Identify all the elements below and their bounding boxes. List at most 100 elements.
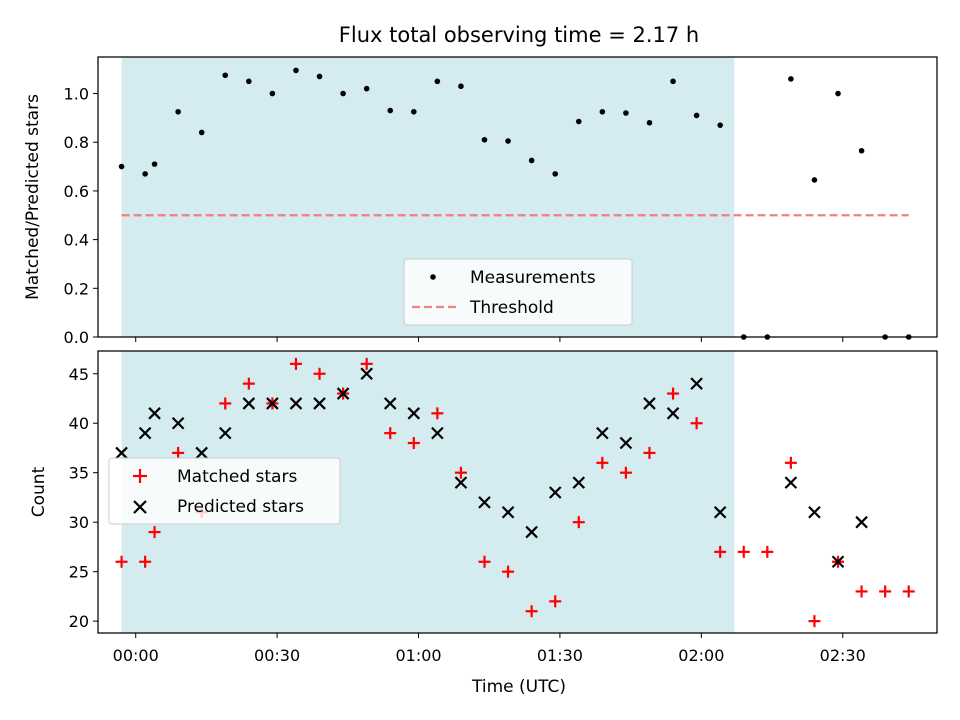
- matched-stars-point: [139, 555, 152, 568]
- matched-stars-point: [431, 407, 444, 420]
- bot-ytick-label: 25: [69, 563, 89, 582]
- top-plot-area: [118, 67, 912, 340]
- measurements-point: [858, 147, 865, 154]
- predicted-stars-point: [289, 397, 303, 410]
- predicted-stars-point: [784, 476, 798, 489]
- top-y-ticks: 0.0 0.2 0.4 0.6 0.8 1.0: [64, 85, 98, 347]
- predicted-stars-point: [643, 397, 656, 410]
- top-y-axis-label: Matched/Predicted stars: [23, 94, 43, 300]
- figure-title: Flux total observing time = 2.17 h: [339, 23, 699, 47]
- predicted-stars-point: [431, 426, 444, 440]
- top-legend: Measurements Threshold: [403, 258, 633, 326]
- predicted-stars-point: [808, 506, 821, 519]
- legend-threshold-label: Threshold: [469, 298, 554, 318]
- measurements-point: [340, 90, 346, 97]
- matched-stars-point: [902, 585, 915, 598]
- predicted-stars-point: [478, 496, 491, 509]
- xtick-label: 00:30: [254, 646, 300, 665]
- measurements-point: [835, 90, 841, 97]
- xtick-label: 02:30: [820, 646, 866, 665]
- predicted-stars-point: [831, 555, 845, 569]
- top-x-ticks: [135, 337, 844, 342]
- bottom-legend: Matched stars Predicted stars: [108, 457, 341, 525]
- xtick-label: 02:00: [678, 646, 724, 665]
- predicted-stars-point: [242, 397, 256, 410]
- xtick-label: 01:30: [537, 646, 583, 665]
- matched-stars-point: [808, 615, 821, 628]
- top-ytick-label: 0.4: [64, 231, 89, 250]
- legend-matched-label: Matched stars: [177, 467, 297, 487]
- bottom-y-ticks: 20 25 30 35 40 45: [69, 365, 98, 631]
- measurements-point: [528, 157, 535, 164]
- measurements-point: [434, 78, 441, 85]
- predicted-stars-point: [218, 426, 232, 440]
- bot-ytick-label: 20: [69, 612, 89, 631]
- measurements-point: [717, 122, 723, 128]
- predicted-stars-point: [548, 486, 562, 499]
- measurements-point: [552, 171, 559, 177]
- predicted-stars-point: [572, 476, 586, 489]
- measurements-point: [293, 67, 299, 74]
- matched-stars-point: [148, 526, 161, 539]
- xtick-label: 01:00: [395, 646, 441, 665]
- bot-ytick-label: 40: [69, 414, 89, 433]
- matched-stars-point: [502, 565, 515, 578]
- matched-stars-point: [714, 545, 727, 558]
- matched-stars-point: [879, 585, 892, 598]
- measurements-point: [142, 171, 148, 177]
- measurements-point: [575, 118, 582, 125]
- matched-stars-point: [619, 466, 632, 479]
- measurements-point: [623, 110, 629, 116]
- measurements-point: [670, 78, 676, 85]
- predicted-stars-point: [266, 397, 279, 410]
- measurements-point: [387, 107, 394, 114]
- top-ytick-label: 1.0: [64, 85, 89, 104]
- predicted-stars-point: [148, 407, 161, 420]
- measurements-point: [411, 108, 417, 115]
- matched-stars-point: [737, 545, 750, 558]
- legend-measurements-marker: [430, 274, 436, 280]
- x-axis-label: Time (UTC): [471, 677, 566, 697]
- measurements-point: [246, 78, 252, 85]
- legend-predicted-label: Predicted stars: [177, 497, 304, 517]
- predicted-stars-point: [171, 416, 185, 430]
- top-axes-frame: [97, 56, 938, 338]
- predicted-stars-point: [313, 397, 326, 410]
- matched-stars-point: [172, 446, 185, 459]
- predicted-stars-point: [501, 506, 515, 519]
- measurements-point: [788, 76, 794, 82]
- predicted-stars-point: [619, 436, 633, 450]
- matched-stars-point: [690, 417, 703, 430]
- measurements-point: [269, 90, 276, 97]
- bottom-panel: 20 25 30 35 40 45 00:00 00:30 01:00 01:30 02:00 02…: [29, 350, 938, 697]
- predicted-stars-point: [525, 525, 538, 539]
- top-ytick-label: 0.6: [64, 182, 89, 201]
- matched-stars-point: [572, 516, 585, 529]
- matched-stars-point: [115, 555, 128, 568]
- measurements-point: [118, 163, 125, 170]
- bottom-axes-frame: [97, 350, 938, 634]
- measurements-point: [316, 73, 323, 80]
- predicted-stars-point: [596, 426, 609, 440]
- measurements-point: [458, 83, 464, 90]
- predicted-stars-point: [383, 397, 397, 410]
- matched-stars-point: [384, 427, 397, 440]
- predicted-stars-point: [690, 377, 703, 390]
- bottom-x-ticks: 00:00 00:30 01:00 01:30 02:00 02:30: [113, 633, 866, 665]
- matched-stars-point: [596, 456, 609, 469]
- matched-stars-point: [761, 545, 774, 558]
- matched-stars-point: [360, 357, 373, 370]
- predicted-stars-point: [138, 426, 152, 440]
- bottom-legend-box: [108, 457, 341, 525]
- matched-stars-point: [407, 437, 420, 450]
- matched-stars-point: [667, 387, 680, 400]
- measurements-point: [151, 161, 158, 167]
- measurements-point: [481, 136, 488, 143]
- predicted-stars-point: [115, 446, 128, 460]
- measurements-point: [363, 85, 370, 92]
- matched-stars-point: [643, 446, 656, 459]
- measurements-point: [599, 108, 606, 115]
- measurements-point: [693, 112, 700, 119]
- bot-ytick-label: 45: [69, 365, 89, 384]
